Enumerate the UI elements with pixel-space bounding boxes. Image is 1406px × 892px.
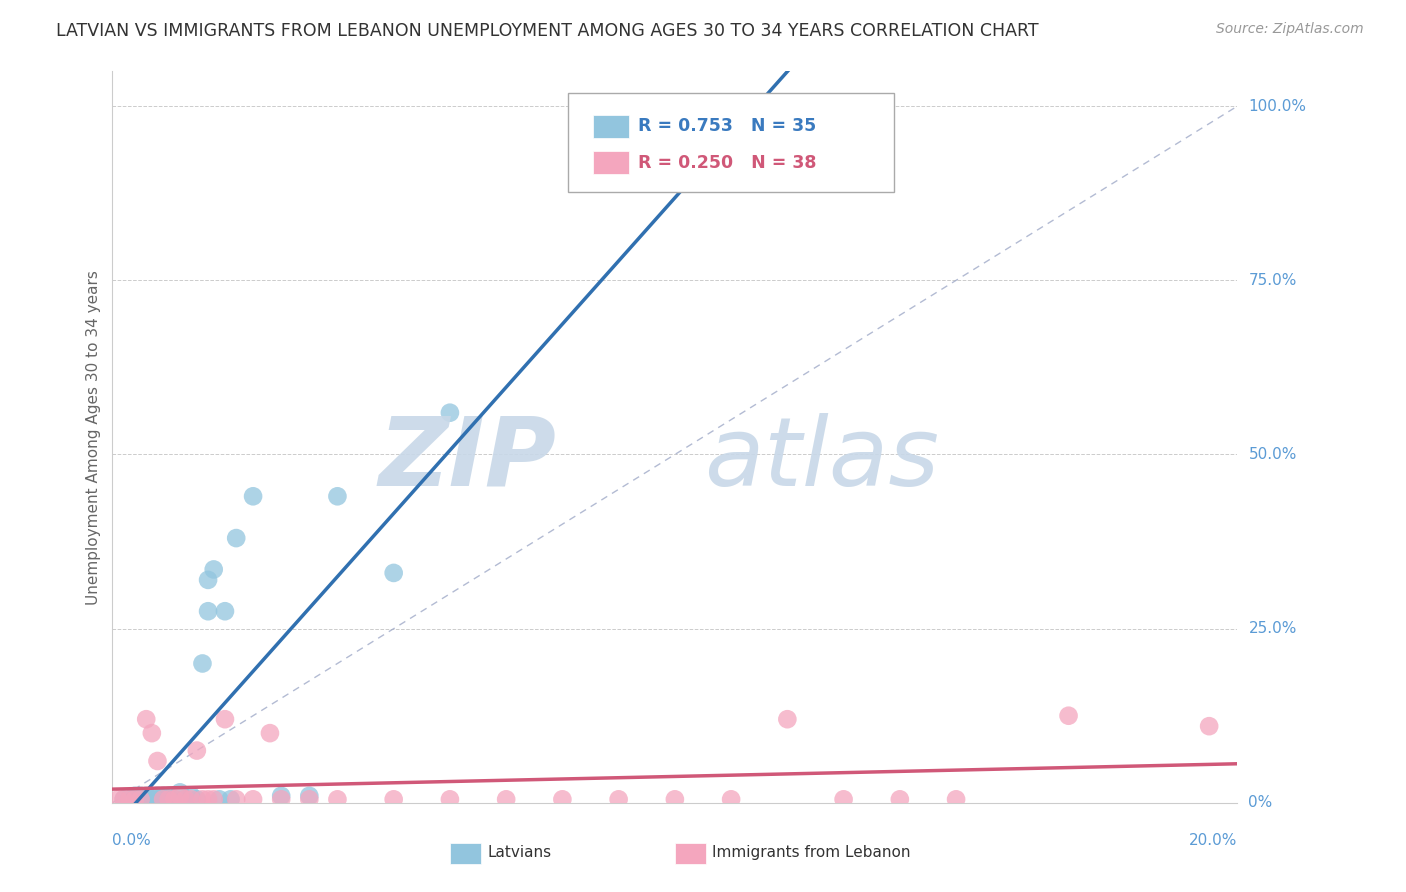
Point xyxy=(107,792,129,806)
Text: Immigrants from Lebanon: Immigrants from Lebanon xyxy=(711,845,911,860)
Point xyxy=(197,792,219,806)
Point xyxy=(225,792,247,806)
Point xyxy=(945,792,967,806)
Text: 20.0%: 20.0% xyxy=(1189,833,1237,848)
Point xyxy=(326,792,349,806)
Point xyxy=(1198,719,1220,733)
Point xyxy=(124,792,146,806)
Point xyxy=(112,792,135,806)
Point xyxy=(141,792,163,806)
Point xyxy=(191,657,214,671)
Point xyxy=(382,566,405,580)
Point xyxy=(270,792,292,806)
Text: 0%: 0% xyxy=(1249,796,1272,810)
Point xyxy=(157,792,180,806)
Point xyxy=(180,792,202,806)
Point xyxy=(118,792,141,806)
Point xyxy=(326,489,349,503)
Point xyxy=(152,789,174,803)
Point xyxy=(242,489,264,503)
Point xyxy=(129,792,152,806)
Point xyxy=(163,792,186,806)
Point xyxy=(152,792,174,806)
Text: atlas: atlas xyxy=(703,412,939,506)
Text: 25.0%: 25.0% xyxy=(1249,621,1296,636)
Point xyxy=(439,406,461,420)
Point xyxy=(118,792,141,806)
Text: R = 0.753   N = 35: R = 0.753 N = 35 xyxy=(638,117,815,136)
Point xyxy=(202,792,225,806)
Point xyxy=(219,792,242,806)
Text: 0.0%: 0.0% xyxy=(112,833,152,848)
Point xyxy=(180,789,202,803)
Point xyxy=(720,792,742,806)
Point xyxy=(242,792,264,806)
Y-axis label: Unemployment Among Ages 30 to 34 years: Unemployment Among Ages 30 to 34 years xyxy=(86,269,101,605)
Point xyxy=(197,604,219,618)
FancyBboxPatch shape xyxy=(450,843,481,863)
Point xyxy=(270,789,292,803)
Point xyxy=(146,754,169,768)
Point xyxy=(186,743,208,757)
Text: R = 0.250   N = 38: R = 0.250 N = 38 xyxy=(638,153,817,172)
Point xyxy=(141,726,163,740)
FancyBboxPatch shape xyxy=(675,843,706,863)
Text: Latvians: Latvians xyxy=(486,845,551,860)
Point xyxy=(259,726,281,740)
Text: 50.0%: 50.0% xyxy=(1249,447,1296,462)
Point xyxy=(607,792,630,806)
Point xyxy=(146,792,169,806)
Point xyxy=(152,792,174,806)
Point xyxy=(776,712,799,726)
Point xyxy=(186,792,208,806)
FancyBboxPatch shape xyxy=(593,151,628,175)
Point xyxy=(298,789,321,803)
Text: ZIP: ZIP xyxy=(378,412,557,506)
Text: 100.0%: 100.0% xyxy=(1249,99,1306,113)
FancyBboxPatch shape xyxy=(593,114,628,138)
Point xyxy=(439,792,461,806)
Point xyxy=(129,792,152,806)
Point xyxy=(124,789,146,803)
Point xyxy=(208,792,231,806)
Point xyxy=(157,792,180,806)
Point xyxy=(214,712,236,726)
Point xyxy=(135,792,157,806)
Point xyxy=(197,573,219,587)
Point xyxy=(174,792,197,806)
Text: 75.0%: 75.0% xyxy=(1249,273,1296,288)
Point xyxy=(664,792,686,806)
Point xyxy=(551,792,574,806)
Point xyxy=(174,792,197,806)
Point xyxy=(382,792,405,806)
Point xyxy=(832,792,855,806)
Point xyxy=(202,562,225,576)
Text: LATVIAN VS IMMIGRANTS FROM LEBANON UNEMPLOYMENT AMONG AGES 30 TO 34 YEARS CORREL: LATVIAN VS IMMIGRANTS FROM LEBANON UNEMP… xyxy=(56,22,1039,40)
Point xyxy=(225,531,247,545)
Point xyxy=(191,792,214,806)
Point xyxy=(135,789,157,803)
Point xyxy=(129,789,152,803)
Point xyxy=(298,792,321,806)
Point xyxy=(495,792,517,806)
Point xyxy=(163,792,186,806)
Point xyxy=(135,712,157,726)
Point xyxy=(169,785,191,799)
Point xyxy=(146,789,169,803)
Point xyxy=(141,792,163,806)
Point xyxy=(1057,708,1080,723)
Text: Source: ZipAtlas.com: Source: ZipAtlas.com xyxy=(1216,22,1364,37)
Point xyxy=(157,789,180,803)
FancyBboxPatch shape xyxy=(568,94,894,192)
Point xyxy=(112,792,135,806)
Point xyxy=(124,792,146,806)
Point xyxy=(169,789,191,803)
Point xyxy=(889,792,911,806)
Point xyxy=(214,604,236,618)
